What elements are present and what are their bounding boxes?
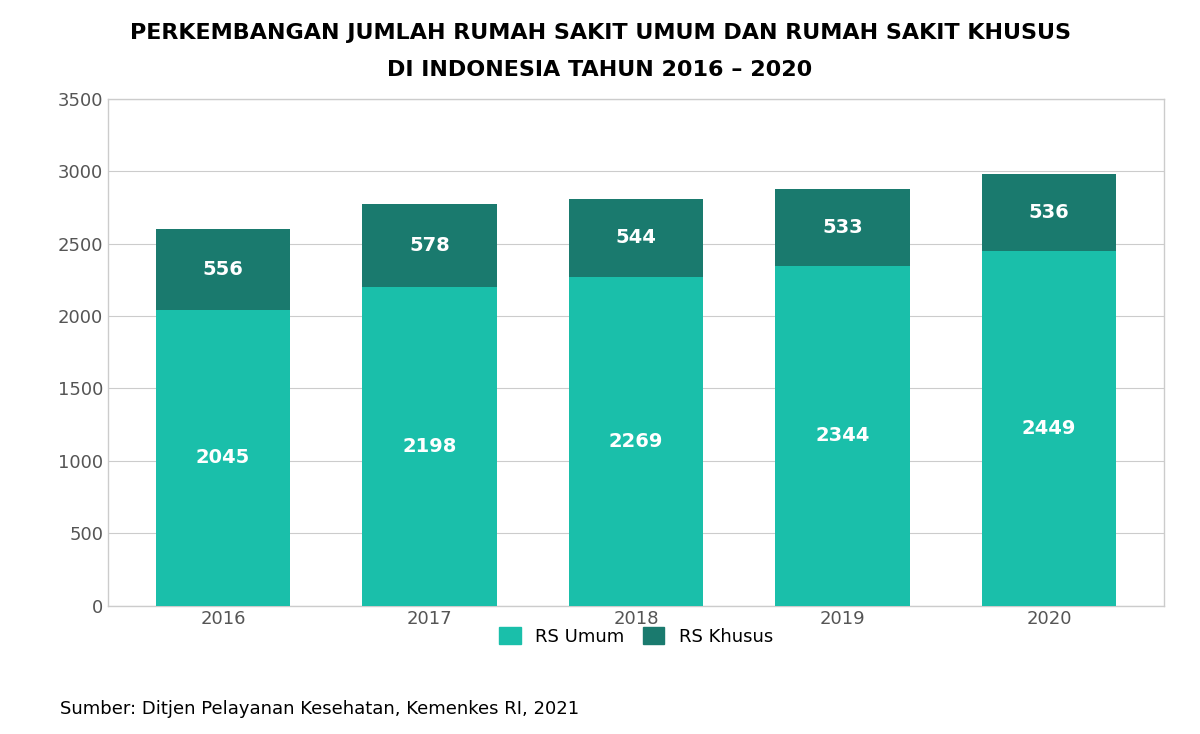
Text: 2198: 2198 (402, 437, 457, 456)
Bar (156, 310, 290, 606)
Legend: RS Umum, RS Khusus: RS Umum, RS Khusus (490, 619, 782, 655)
Bar (775, 189, 910, 266)
Text: 2344: 2344 (815, 426, 870, 446)
Text: 2269: 2269 (608, 432, 664, 451)
Text: Sumber: Ditjen Pelayanan Kesehatan, Kemenkes RI, 2021: Sumber: Ditjen Pelayanan Kesehatan, Keme… (60, 700, 580, 718)
Text: 533: 533 (822, 218, 863, 237)
Text: 578: 578 (409, 236, 450, 255)
Bar (982, 174, 1116, 251)
Bar (156, 229, 290, 310)
Bar (569, 198, 703, 277)
Bar (569, 277, 703, 606)
Text: PERKEMBANGAN JUMLAH RUMAH SAKIT UMUM DAN RUMAH SAKIT KHUSUS: PERKEMBANGAN JUMLAH RUMAH SAKIT UMUM DAN… (130, 23, 1070, 43)
Bar (362, 204, 497, 288)
Bar (982, 251, 1116, 606)
Text: 2045: 2045 (196, 448, 251, 467)
Text: 556: 556 (203, 260, 244, 279)
Text: 544: 544 (616, 228, 656, 247)
Bar (362, 288, 497, 606)
Bar (775, 266, 910, 606)
Text: DI INDONESIA TAHUN 2016 – 2020: DI INDONESIA TAHUN 2016 – 2020 (388, 59, 812, 80)
Text: 2449: 2449 (1021, 419, 1076, 438)
Text: 536: 536 (1028, 203, 1069, 222)
